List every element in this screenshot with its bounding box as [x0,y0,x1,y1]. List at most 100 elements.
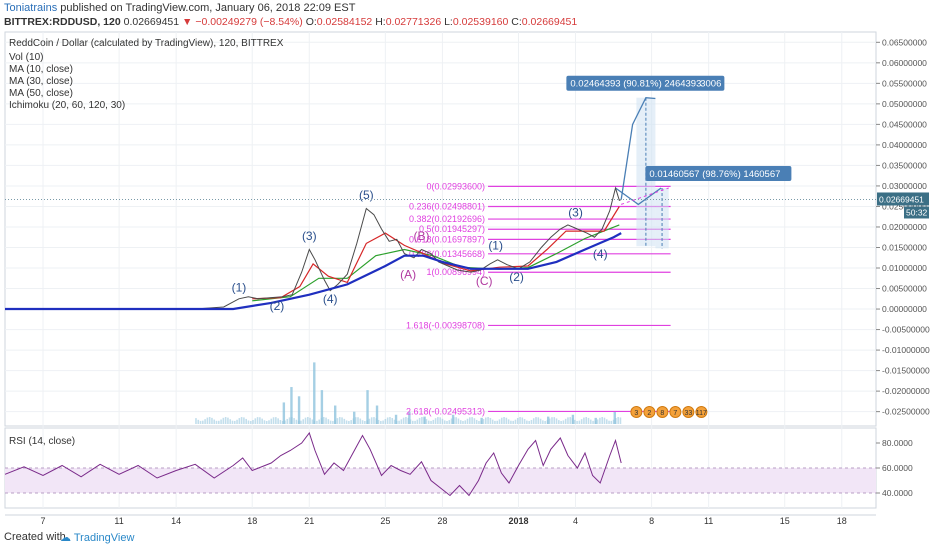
time-tag-label: 50:32 [906,207,928,217]
volume-bar [443,420,446,424]
volume-bar [206,417,209,424]
volume-spike [366,390,369,424]
volume-bar [338,417,341,424]
volume-bar [364,420,366,424]
volume-bar [583,417,585,424]
volume-bar [576,420,578,424]
volume-bar [608,420,610,424]
volume-bar [386,417,389,424]
volume-bar [567,417,569,424]
author-link[interactable]: Toniatrains [4,2,58,14]
volume-bar [345,420,348,424]
high-label: H: [375,16,386,28]
volume-bar [601,417,603,424]
volume-bar [487,417,489,424]
volume-spike [613,411,616,424]
volume-bar [578,420,581,424]
volume-bar [596,419,599,424]
volume-bar [311,419,314,424]
low-label: L: [444,16,453,28]
volume-spike [423,416,426,424]
volume-bar [318,419,321,424]
x-tick-label: 21 [304,516,314,526]
volume-bar [341,417,343,424]
quote-line: BITTREX:RDDUSD, 120 0.02669451 ▼ −0.0024… [4,16,577,28]
volume-bar [475,419,478,424]
volume-bar [519,417,521,424]
x-tick-label: 11 [704,516,713,526]
volume-bar [478,420,480,424]
main-pane-frame [4,31,877,427]
volume-bar [523,419,526,424]
volume-bar [302,419,305,424]
volume-bar [370,417,373,424]
volume-bar [217,420,220,424]
close-value: 0.02669451 [521,16,578,28]
wave-label: (5) [359,188,374,202]
volume-bar [500,417,503,424]
volume-bar [265,421,268,424]
x-tick-label: 15 [780,516,790,526]
change-value: −0.00249279 (−8.54%) [195,16,303,28]
projection-path [615,187,662,206]
volume-bar [560,420,562,424]
volume-spike [290,387,293,424]
volume-bar [434,418,437,424]
volume-bar [322,417,325,424]
volume-bar [580,419,583,424]
volume-bar [402,417,405,424]
volume-bar [359,418,362,424]
tradingview-logo[interactable]: ☁ TradingView [60,532,135,544]
volume-bar [498,419,501,424]
volume-bar [427,420,430,424]
fib-level-label: 1(0.00896994) [426,267,485,277]
legend-ma30[interactable]: MA (30, close) [9,76,73,87]
y-tick-label: -0.01500000 [882,366,930,376]
legend-vol[interactable]: Vol (10) [9,52,44,63]
volume-bar [300,420,302,424]
volume-bar [455,417,457,424]
y-tick-label: -0.02000000 [882,386,930,396]
published-text: published on TradingView.com, January 06… [60,2,356,14]
legend-ma50[interactable]: MA (50, close) [9,88,73,99]
volume-spike [353,411,356,424]
x-tick-label: 28 [437,516,447,526]
event-marker-count: 7 [673,410,677,417]
measure-label-box [566,75,725,91]
legend-ichimoku[interactable]: Ichimoku (20, 60, 120, 30) [9,100,126,111]
volume-bar [197,419,200,424]
volume-bar [279,420,282,424]
publish-line: Toniatrains published on TradingView.com… [4,2,355,14]
created-with-text: Created with [4,531,66,543]
wave-label: (C) [476,274,493,288]
x-tick-label: 4 [573,516,578,526]
volume-bar [416,419,419,424]
volume-bar [368,418,371,424]
volume-bar [208,417,211,424]
y-tick-label: 0.01000000 [882,263,927,273]
x-tick-label: 25 [380,516,390,526]
event-marker-icon [682,406,695,418]
volume-bar [592,420,594,424]
volume-spike [313,362,316,424]
volume-bar [459,420,462,424]
wave-label: (4) [323,292,338,306]
volume-bar [516,417,519,424]
down-arrow-icon: ▼ [182,16,193,28]
legend-rsi[interactable]: RSI (14, close) [9,436,76,447]
volume-bar [599,417,601,424]
volume-bar [309,417,311,424]
event-marker-icon [630,406,643,418]
volume-bar [389,417,391,424]
volume-bar [213,419,216,424]
footer: Created with ☁ TradingView [0,526,932,550]
volume-bar [603,417,606,424]
volume-bar [261,418,263,424]
event-marker-count: 2 [647,410,651,417]
y-tick-label: -0.02500000 [882,407,930,417]
volume-bar [348,420,350,424]
legend-ma10[interactable]: MA (10, close) [9,64,73,75]
rsi-tick-label: 40.0000 [882,488,913,498]
volume-bar [485,417,487,424]
